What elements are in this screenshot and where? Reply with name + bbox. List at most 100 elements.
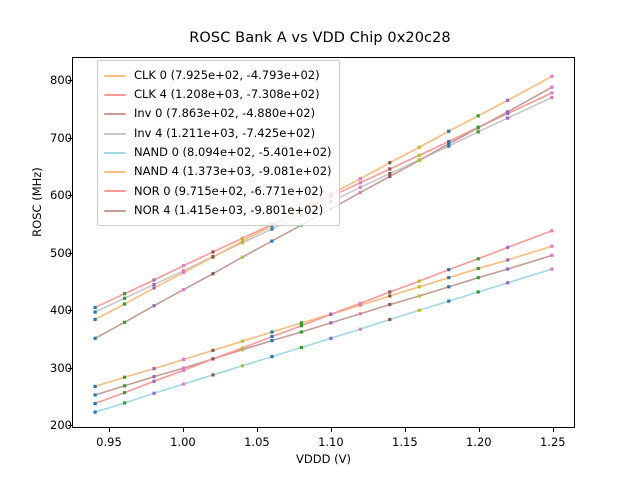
x-tick-mark (478, 428, 480, 432)
data-point-marker (211, 255, 215, 259)
legend-color-swatch (104, 171, 126, 174)
data-point-marker (93, 305, 97, 310)
data-point-marker (152, 304, 156, 308)
y-tick-label: 200 (50, 418, 72, 433)
data-point-marker (122, 292, 127, 296)
data-point-marker (152, 391, 156, 395)
data-point-marker (329, 336, 333, 340)
y-tick-mark (68, 80, 72, 81)
y-tick-mark (68, 137, 72, 139)
data-point-marker (329, 321, 333, 325)
data-point-marker (211, 348, 215, 352)
data-point-marker (388, 302, 392, 307)
data-point-marker (93, 310, 97, 314)
legend-label: Inv 0 (7.863e+02, -4.880e+02) (134, 106, 316, 121)
data-point-marker (388, 317, 392, 322)
legend-color-swatch (104, 190, 126, 193)
data-point-marker (417, 308, 421, 312)
data-point-marker (550, 74, 554, 78)
data-point-marker (181, 357, 186, 362)
data-point-marker (122, 302, 127, 306)
y-tick-mark (68, 310, 72, 312)
x-tick-mark (182, 428, 184, 432)
data-point-marker (299, 345, 303, 350)
legend-item-nor-0[interactable]: NOR 0 (9.715e+02, -6.771e+02) (104, 182, 332, 201)
legend-item-nor-4[interactable]: NOR 4 (1.415e+03, -9.801e+02) (104, 201, 332, 220)
data-point-marker (476, 126, 480, 130)
data-point-marker (270, 335, 274, 339)
legend-color-swatch (104, 74, 126, 77)
data-point-marker (358, 181, 362, 185)
legend-item-nand-0[interactable]: NAND 0 (8.094e+02, -5.401e+02) (104, 143, 332, 162)
series-line (94, 268, 553, 413)
data-point-marker (122, 391, 127, 395)
legend-item-nand-4[interactable]: NAND 4 (1.373e+03, -9.081e+02) (104, 162, 332, 181)
data-point-marker (181, 366, 186, 370)
data-point-marker (476, 266, 480, 271)
y-tick-mark (68, 367, 72, 369)
data-point-marker (152, 278, 156, 282)
data-point-marker (358, 301, 362, 306)
data-point-marker (270, 339, 274, 343)
data-point-marker (447, 276, 451, 280)
data-point-marker (506, 245, 510, 249)
data-point-marker (447, 142, 451, 146)
x-tick-label: 1.15 (392, 435, 418, 449)
data-point-marker (270, 239, 274, 243)
legend-label: NAND 4 (1.373e+03, -9.081e+02) (134, 164, 332, 179)
data-point-marker (122, 375, 127, 379)
data-point-marker (506, 281, 510, 285)
y-axis-ticks: 200 300 400 500 600 700 800 (28, 57, 72, 432)
x-tick-label: 1.25 (539, 435, 566, 449)
legend-item-clk-0[interactable]: CLK 0 (7.925e+02, -4.793e+02) (104, 66, 332, 85)
legend-label: NOR 4 (1.415e+03, -9.801e+02) (134, 202, 324, 217)
data-point-marker (152, 367, 156, 371)
chart-title: ROSC Bank A vs VDD Chip 0x20c28 (189, 30, 451, 46)
legend-label: CLK 4 (1.208e+03, -7.308e+02) (134, 87, 320, 102)
data-point-marker (388, 174, 392, 179)
data-point-marker (447, 285, 451, 289)
data-point-marker (417, 294, 421, 298)
y-tick-label: 700 (50, 130, 72, 145)
data-point-marker (181, 288, 186, 292)
data-point-marker (299, 324, 303, 328)
data-point-marker (93, 393, 97, 397)
x-tick-label: 0.95 (96, 435, 122, 449)
data-point-marker (417, 158, 421, 162)
data-point-marker (358, 303, 362, 307)
legend-item-inv-0[interactable]: Inv 0 (7.863e+02, -4.880e+02) (104, 105, 332, 124)
data-point-marker (152, 375, 156, 379)
x-tick-mark (108, 428, 110, 432)
series-line (94, 245, 553, 388)
data-point-marker (417, 153, 421, 157)
data-point-marker (181, 368, 186, 372)
series-inv-0 (93, 253, 554, 397)
data-point-marker (122, 296, 127, 300)
legend-color-swatch (104, 209, 126, 212)
data-point-marker (122, 401, 127, 405)
data-point-marker (506, 258, 510, 262)
data-point-marker (550, 85, 554, 89)
data-point-marker (550, 229, 554, 233)
data-point-marker (550, 244, 554, 248)
data-point-marker (550, 253, 554, 257)
data-point-marker (506, 111, 510, 116)
data-point-marker (152, 282, 156, 287)
x-tick-label: 1.10 (318, 435, 344, 449)
data-point-marker (93, 336, 97, 340)
y-tick-label: 400 (50, 303, 72, 318)
legend-item-clk-4[interactable]: CLK 4 (1.208e+03, -7.308e+02) (104, 85, 332, 104)
data-point-marker (417, 279, 421, 283)
data-point-marker (506, 116, 510, 120)
data-point-marker (476, 276, 480, 280)
data-point-marker (476, 257, 480, 261)
data-point-marker (240, 339, 245, 343)
legend: CLK 0 (7.925e+02, -4.793e+02) CLK 4 (1.20… (97, 60, 340, 227)
legend-color-swatch (104, 151, 126, 154)
y-tick-label: 600 (50, 188, 72, 203)
legend-item-inv-4[interactable]: Inv 4 (1.211e+03, -7.425e+02) (104, 124, 332, 143)
data-point-marker (388, 290, 392, 294)
y-tick-label: 800 (50, 73, 72, 87)
legend-label: CLK 0 (7.925e+02, -4.793e+02) (134, 67, 320, 82)
data-point-marker (270, 227, 274, 231)
